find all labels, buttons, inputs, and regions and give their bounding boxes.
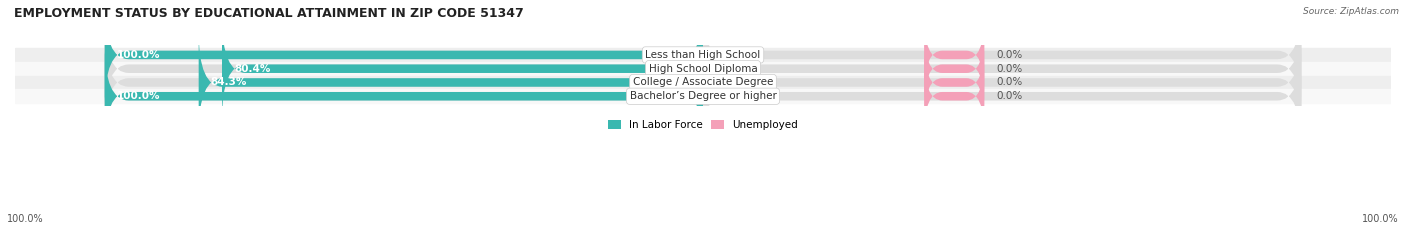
FancyBboxPatch shape — [104, 4, 703, 106]
Text: EMPLOYMENT STATUS BY EDUCATIONAL ATTAINMENT IN ZIP CODE 51347: EMPLOYMENT STATUS BY EDUCATIONAL ATTAINM… — [14, 7, 524, 20]
Text: 100.0%: 100.0% — [7, 214, 44, 224]
Text: Source: ZipAtlas.com: Source: ZipAtlas.com — [1303, 7, 1399, 16]
Text: 80.4%: 80.4% — [233, 64, 270, 74]
FancyBboxPatch shape — [104, 32, 703, 133]
Text: 100.0%: 100.0% — [117, 50, 160, 60]
FancyBboxPatch shape — [104, 45, 703, 147]
Text: 0.0%: 0.0% — [995, 64, 1022, 74]
FancyBboxPatch shape — [222, 18, 703, 120]
FancyBboxPatch shape — [703, 18, 1302, 120]
Text: High School Diploma: High School Diploma — [648, 64, 758, 74]
Bar — [15, 48, 1391, 62]
Bar — [15, 75, 1391, 89]
FancyBboxPatch shape — [104, 45, 703, 147]
Text: College / Associate Degree: College / Associate Degree — [633, 78, 773, 87]
Text: 0.0%: 0.0% — [995, 91, 1022, 101]
Text: 100.0%: 100.0% — [117, 91, 160, 101]
Text: 84.3%: 84.3% — [211, 78, 247, 87]
Text: 0.0%: 0.0% — [995, 78, 1022, 87]
Legend: In Labor Force, Unemployed: In Labor Force, Unemployed — [605, 116, 801, 134]
Bar — [15, 89, 1391, 103]
FancyBboxPatch shape — [924, 59, 984, 133]
Text: 100.0%: 100.0% — [1362, 214, 1399, 224]
Text: Bachelor’s Degree or higher: Bachelor’s Degree or higher — [630, 91, 776, 101]
Bar — [15, 62, 1391, 75]
FancyBboxPatch shape — [703, 45, 1302, 147]
FancyBboxPatch shape — [924, 45, 984, 120]
FancyBboxPatch shape — [104, 4, 703, 106]
Text: 0.0%: 0.0% — [995, 50, 1022, 60]
FancyBboxPatch shape — [924, 32, 984, 106]
FancyBboxPatch shape — [924, 18, 984, 92]
FancyBboxPatch shape — [703, 4, 1302, 106]
FancyBboxPatch shape — [104, 18, 703, 120]
Text: Less than High School: Less than High School — [645, 50, 761, 60]
FancyBboxPatch shape — [198, 32, 703, 133]
FancyBboxPatch shape — [703, 32, 1302, 133]
